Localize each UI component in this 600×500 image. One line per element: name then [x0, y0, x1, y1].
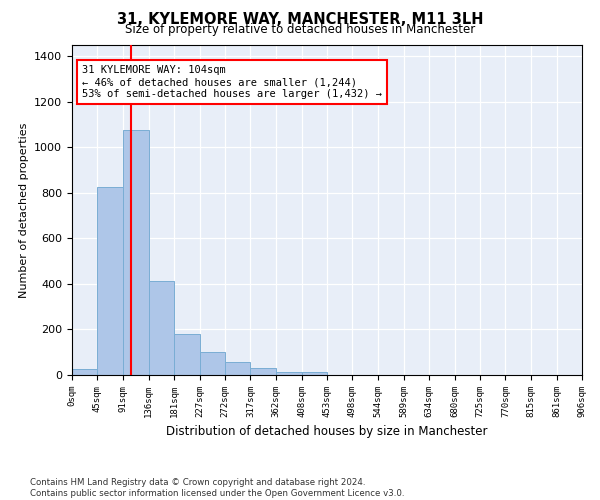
Bar: [97, 187, 123, 375]
X-axis label: Distribution of detached houses by size in Manchester: Distribution of detached houses by size …: [166, 426, 488, 438]
Bar: [302, 372, 327, 375]
Bar: [200, 352, 225, 375]
Bar: [250, 368, 276, 375]
Text: Size of property relative to detached houses in Manchester: Size of property relative to detached ho…: [125, 22, 475, 36]
Bar: [225, 362, 250, 375]
Bar: [276, 372, 302, 375]
Bar: [149, 280, 174, 375]
Bar: [72, 370, 97, 375]
Text: 31 KYLEMORE WAY: 104sqm
← 46% of detached houses are smaller (1,244)
53% of semi: 31 KYLEMORE WAY: 104sqm ← 46% of detache…: [82, 66, 382, 98]
Bar: [123, 130, 149, 375]
Text: 31, KYLEMORE WAY, MANCHESTER, M11 3LH: 31, KYLEMORE WAY, MANCHESTER, M11 3LH: [117, 12, 483, 28]
Bar: [174, 334, 200, 375]
Text: Contains HM Land Registry data © Crown copyright and database right 2024.
Contai: Contains HM Land Registry data © Crown c…: [30, 478, 404, 498]
Y-axis label: Number of detached properties: Number of detached properties: [19, 122, 29, 298]
